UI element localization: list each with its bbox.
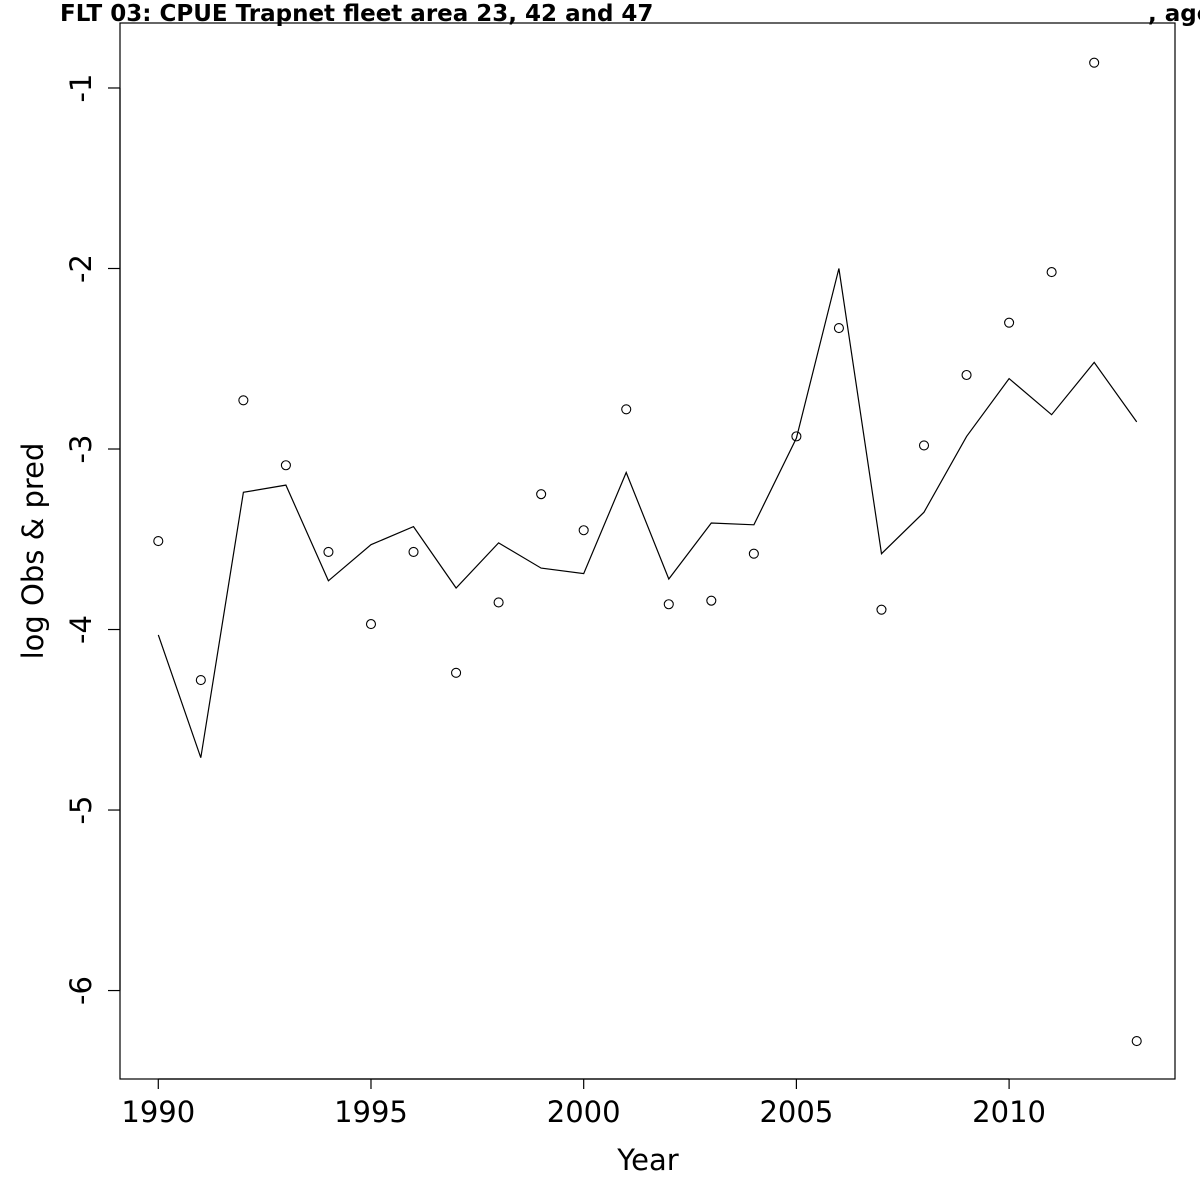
x-axis-label: Year [616, 1143, 678, 1177]
observed-point [578, 525, 589, 536]
x-tick-label: 2000 [547, 1095, 621, 1129]
y-axis: -1 -2 -3 -4 -5 -6 [64, 74, 121, 1005]
series-layer [153, 57, 1142, 1047]
observed-point [493, 597, 504, 608]
plot-frame [119, 22, 1176, 1080]
observed-point [536, 489, 547, 500]
observed-point [918, 440, 930, 451]
y-axis-label: log Obs & pred [16, 443, 50, 660]
observed-point [961, 369, 972, 381]
observed-point [833, 323, 844, 334]
x-tick-label: 1990 [121, 1095, 195, 1129]
observed-point [663, 599, 674, 610]
observed-point [876, 604, 887, 615]
observed-point [1046, 267, 1057, 278]
y-tick-label: -2 [64, 254, 98, 283]
observed-point [706, 595, 717, 606]
observed-point [153, 536, 164, 547]
observed-point [791, 431, 802, 442]
observed-point [238, 395, 249, 406]
y-tick-label: -5 [64, 796, 98, 825]
observed-point [365, 619, 377, 630]
x-tick-label: 1995 [334, 1095, 408, 1129]
observed-point [1089, 57, 1100, 68]
observed-point [1131, 1036, 1142, 1047]
observed-point [408, 546, 419, 557]
observed-point [323, 546, 334, 557]
x-tick-label: 2005 [759, 1095, 833, 1129]
observed-point [195, 675, 206, 686]
y-tick-label: -6 [64, 976, 98, 1005]
y-tick-label: -1 [64, 74, 98, 103]
observed-point [748, 548, 759, 559]
observed-point [451, 667, 462, 678]
observed-point [1004, 317, 1015, 328]
y-tick-label: -3 [64, 435, 98, 464]
y-tick-label: -4 [64, 615, 98, 644]
x-tick-label: 2010 [972, 1095, 1046, 1129]
predicted-line [157, 268, 1138, 758]
observed-point [621, 404, 632, 415]
observed-point [280, 460, 291, 471]
x-axis: 1990 1995 2000 2005 2010 [121, 1078, 1046, 1129]
